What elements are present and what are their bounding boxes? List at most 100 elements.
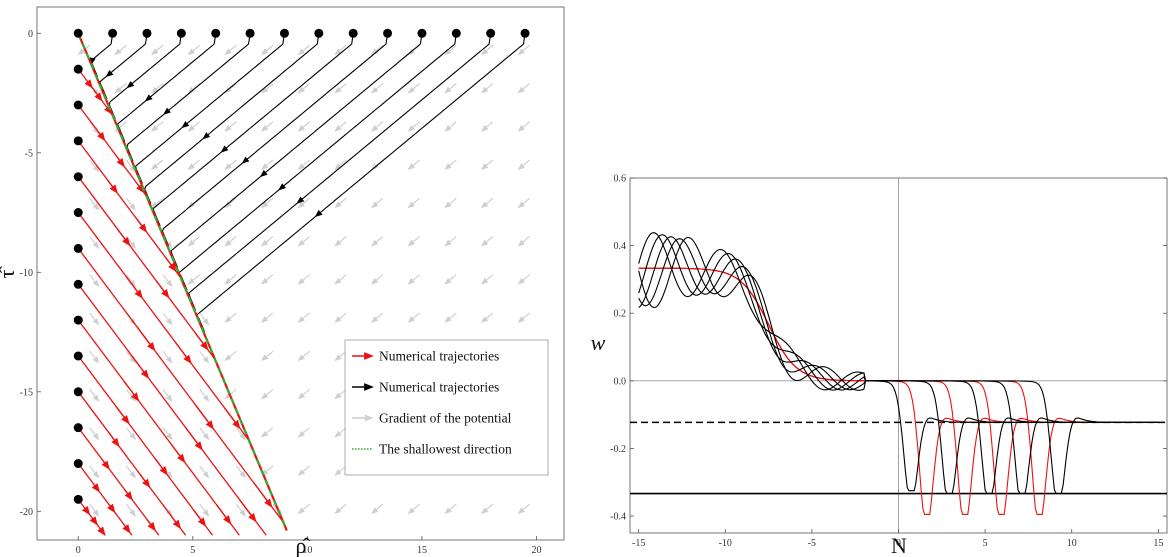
- gradient-arrow: [517, 197, 531, 209]
- black-trajectory: [152, 33, 354, 226]
- gradient-arrow: [162, 350, 173, 364]
- gradient-arrow: [480, 159, 494, 170]
- gradient-arrow: [199, 427, 210, 441]
- gradient-arrow: [370, 235, 384, 247]
- black-trajectory-arrow: [105, 69, 114, 78]
- gradient-arrow: [297, 274, 311, 285]
- gradient-arrow: [224, 197, 237, 209]
- gradient-arrow: [517, 312, 531, 323]
- start-dot: [108, 28, 118, 38]
- y-tick-label: 0.6: [614, 174, 627, 185]
- legend-label: Gradient of the potential: [379, 411, 512, 426]
- red-trajectory-arrow: [97, 130, 106, 142]
- gradient-arrow: [125, 503, 136, 517]
- gradient-arrow: [125, 197, 136, 211]
- gradient-arrow: [407, 235, 421, 247]
- legend-box: [344, 339, 549, 476]
- start-dot: [142, 28, 152, 38]
- black-trajectory: [161, 33, 389, 247]
- gradient-arrow: [89, 503, 100, 517]
- red-trajectory-arrow: [253, 482, 273, 508]
- gradient-arrow: [480, 197, 494, 209]
- red-trajectory-arrow: [97, 526, 106, 536]
- gradient-arrow: [334, 235, 347, 247]
- legend-entry: Gradient of the potential: [352, 411, 512, 426]
- left-plot-frame: [36, 6, 565, 541]
- w-curve: [638, 232, 1159, 494]
- right-axis-ticks: -15 -10 -5 0 5 10 15 0.6 0.4 0.2 0.0 -0.2 -0.4: [610, 174, 1167, 549]
- gradient-arrow: [444, 83, 457, 94]
- start-dot: [486, 28, 496, 38]
- gradient-arrow: [444, 312, 457, 323]
- red-trajectory-arrow: [122, 524, 131, 534]
- gradient-arrow: [407, 312, 421, 323]
- start-dot: [348, 28, 358, 38]
- gradient-arrow: [224, 274, 237, 285]
- gradient-arrow: [224, 388, 237, 400]
- gradient-arrow: [444, 44, 457, 56]
- red-trajectory-arrow: [155, 280, 170, 299]
- gradient-arrow: [89, 427, 100, 441]
- y-tick-label: -0.4: [610, 512, 626, 523]
- start-dot: [73, 208, 83, 218]
- gradient-arrow: [224, 44, 237, 56]
- start-dot: [383, 28, 393, 38]
- gradient-arrow: [224, 312, 237, 323]
- legend-entry: Numerical trajectories: [352, 380, 499, 395]
- gradient-arrow: [334, 44, 347, 56]
- x-tick-label: 5: [190, 545, 195, 556]
- gradient-arrow: [150, 159, 164, 170]
- red-trajectory-arrow: [169, 442, 186, 464]
- right-x-axis-label: N: [891, 533, 907, 557]
- red-trajectory-arrow: [169, 514, 182, 530]
- gradient-arrow: [162, 427, 173, 441]
- red-trajectory: [77, 463, 133, 536]
- gradient-arrow: [517, 274, 531, 285]
- gradient-arrow: [297, 197, 311, 209]
- gradient-arrow: [334, 121, 347, 132]
- start-dot: [176, 28, 186, 38]
- x-tick-label: 0: [896, 538, 901, 549]
- start-dot: [73, 387, 83, 397]
- gradient-arrow: [162, 274, 173, 288]
- gradient-arrow: [334, 274, 347, 285]
- gradient-arrow: [224, 83, 237, 94]
- black-trajectory-arrow: [296, 196, 305, 204]
- black-trajectory: [188, 33, 492, 311]
- gradient-arrow: [517, 44, 531, 56]
- gradient-arrow: [297, 44, 311, 56]
- gradient-arrow: [370, 197, 384, 209]
- red-trajectory: [77, 427, 160, 536]
- gradient-arrow: [125, 389, 136, 402]
- gradient-arrow: [224, 121, 237, 132]
- red-trajectory-arrow: [123, 488, 133, 501]
- gradient-arrow: [480, 121, 494, 132]
- start-dot: [73, 172, 83, 182]
- start-dot: [314, 28, 324, 38]
- gradient-arrow: [187, 83, 201, 94]
- gradient-arrow: [125, 274, 136, 288]
- start-points: [73, 28, 530, 504]
- gradient-arrow: [444, 235, 457, 247]
- red-trajectory-arrow: [108, 432, 120, 448]
- red-trajectory-arrow: [116, 156, 125, 168]
- black-trajectory: [117, 33, 217, 142]
- gradient-arrow: [297, 235, 311, 247]
- start-dot: [73, 351, 83, 361]
- gradient-arrow: [89, 121, 100, 135]
- y-tick-label: 0.0: [614, 376, 627, 387]
- red-trajectory-arrow: [107, 179, 118, 194]
- red-trajectory: [77, 283, 267, 536]
- gradient-arrow: [89, 159, 100, 173]
- red-trajectory-arrow: [136, 326, 156, 352]
- gradient-arrow: [199, 350, 210, 364]
- gradient-arrow: [370, 503, 384, 515]
- legend-label: The shallowest direction: [379, 442, 512, 457]
- red-trajectory-arrow: [136, 218, 148, 233]
- gradient-arrow: [260, 235, 274, 247]
- gradient-arrow: [334, 197, 347, 209]
- start-dot: [73, 28, 83, 38]
- red-trajectory: [77, 104, 148, 197]
- right-y-axis-label: w: [591, 330, 606, 355]
- y-tick-label: 0: [28, 29, 33, 40]
